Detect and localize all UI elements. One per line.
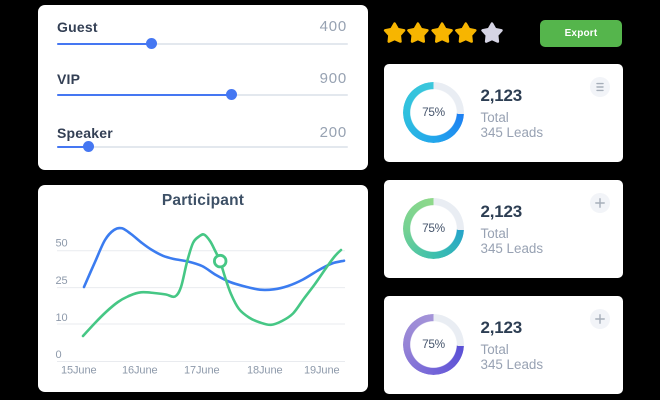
- svg-text:25: 25: [56, 275, 68, 287]
- svg-text:15June: 15June: [61, 365, 97, 377]
- svg-text:16June: 16June: [122, 365, 158, 377]
- svg-text:10: 10: [56, 312, 68, 324]
- svg-text:19June: 19June: [304, 365, 340, 377]
- svg-text:18June: 18June: [247, 365, 283, 377]
- svg-text:17June: 17June: [184, 365, 220, 377]
- svg-text:0: 0: [56, 349, 62, 361]
- svg-text:50: 50: [56, 238, 68, 250]
